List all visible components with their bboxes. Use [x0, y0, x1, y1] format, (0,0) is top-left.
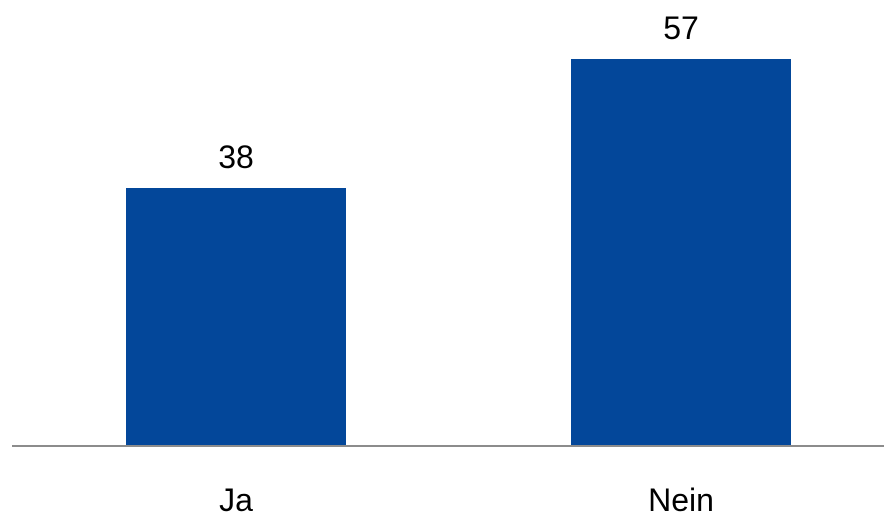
category-labels-group: Ja Nein: [219, 482, 714, 515]
category-label-nein: Nein: [648, 482, 714, 515]
bar-nein: [571, 59, 791, 446]
category-label-ja: Ja: [219, 482, 253, 515]
value-label-ja: 38: [218, 139, 254, 175]
bars-group: [126, 59, 791, 446]
value-label-nein: 57: [663, 10, 699, 46]
value-labels-group: 38 57: [218, 10, 699, 175]
bar-ja: [126, 188, 346, 446]
